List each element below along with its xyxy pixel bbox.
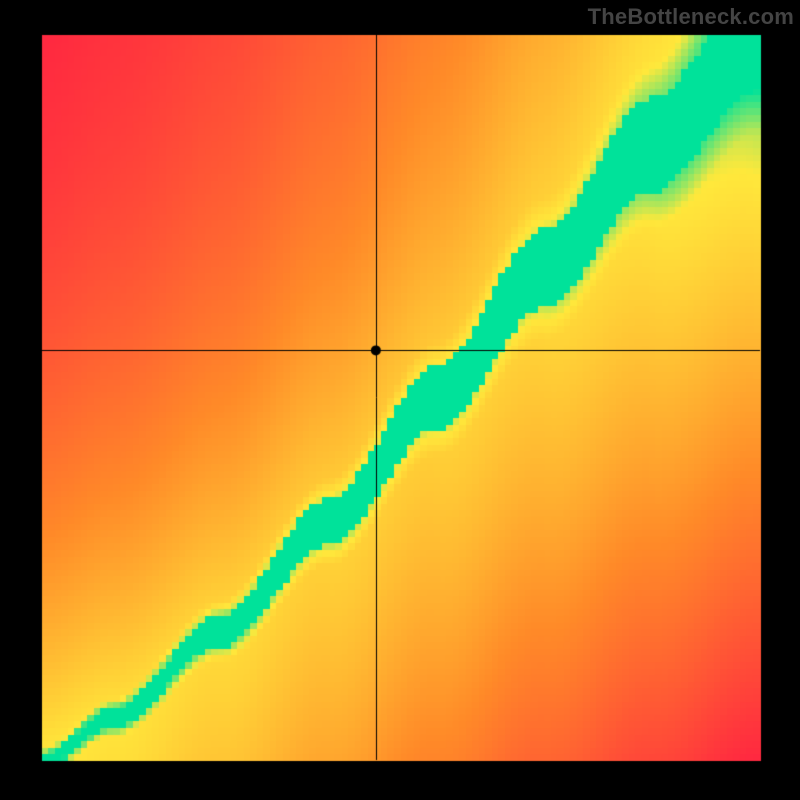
chart-container: TheBottleneck.com (0, 0, 800, 800)
bottleneck-heatmap-canvas (0, 0, 800, 800)
attribution-label: TheBottleneck.com (588, 4, 794, 30)
